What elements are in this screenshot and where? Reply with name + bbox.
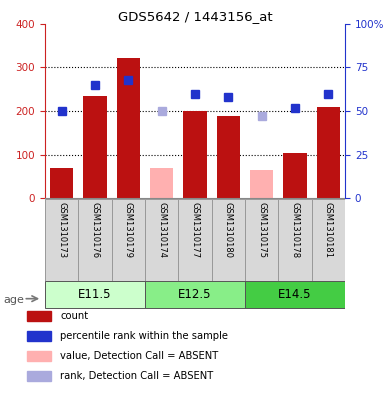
Text: GSM1310176: GSM1310176 — [90, 202, 99, 258]
Bar — [145, 281, 245, 308]
Bar — [112, 199, 145, 281]
Text: GSM1310177: GSM1310177 — [190, 202, 200, 258]
Bar — [50, 168, 73, 198]
Bar — [27, 331, 51, 342]
Bar — [217, 116, 240, 198]
Bar — [317, 107, 340, 198]
Text: GSM1310174: GSM1310174 — [157, 202, 166, 258]
Bar — [83, 96, 106, 198]
Text: percentile rank within the sample: percentile rank within the sample — [60, 331, 228, 342]
Bar — [250, 170, 273, 198]
Text: E11.5: E11.5 — [78, 288, 112, 301]
Bar — [27, 371, 51, 381]
Bar — [245, 281, 345, 308]
Bar — [183, 111, 207, 198]
Bar — [45, 281, 145, 308]
Text: GSM1310179: GSM1310179 — [124, 202, 133, 258]
Bar — [117, 58, 140, 198]
Text: age: age — [3, 295, 24, 305]
Bar — [45, 199, 78, 281]
Bar — [284, 152, 307, 198]
Bar — [312, 199, 345, 281]
Bar — [178, 199, 212, 281]
Bar — [145, 199, 178, 281]
Bar — [27, 351, 51, 361]
Bar — [27, 311, 51, 321]
Bar — [212, 199, 245, 281]
Text: value, Detection Call = ABSENT: value, Detection Call = ABSENT — [60, 351, 218, 361]
Text: count: count — [60, 311, 89, 321]
Text: rank, Detection Call = ABSENT: rank, Detection Call = ABSENT — [60, 371, 213, 381]
Bar — [78, 199, 112, 281]
Text: GSM1310180: GSM1310180 — [224, 202, 233, 258]
Bar — [150, 168, 173, 198]
Bar — [278, 199, 312, 281]
Text: E12.5: E12.5 — [178, 288, 212, 301]
Text: GSM1310181: GSM1310181 — [324, 202, 333, 258]
Bar — [245, 199, 278, 281]
Text: GSM1310178: GSM1310178 — [291, 202, 300, 258]
Text: E14.5: E14.5 — [278, 288, 312, 301]
Text: GSM1310175: GSM1310175 — [257, 202, 266, 258]
Text: GSM1310173: GSM1310173 — [57, 202, 66, 258]
Text: GDS5642 / 1443156_at: GDS5642 / 1443156_at — [118, 10, 272, 23]
